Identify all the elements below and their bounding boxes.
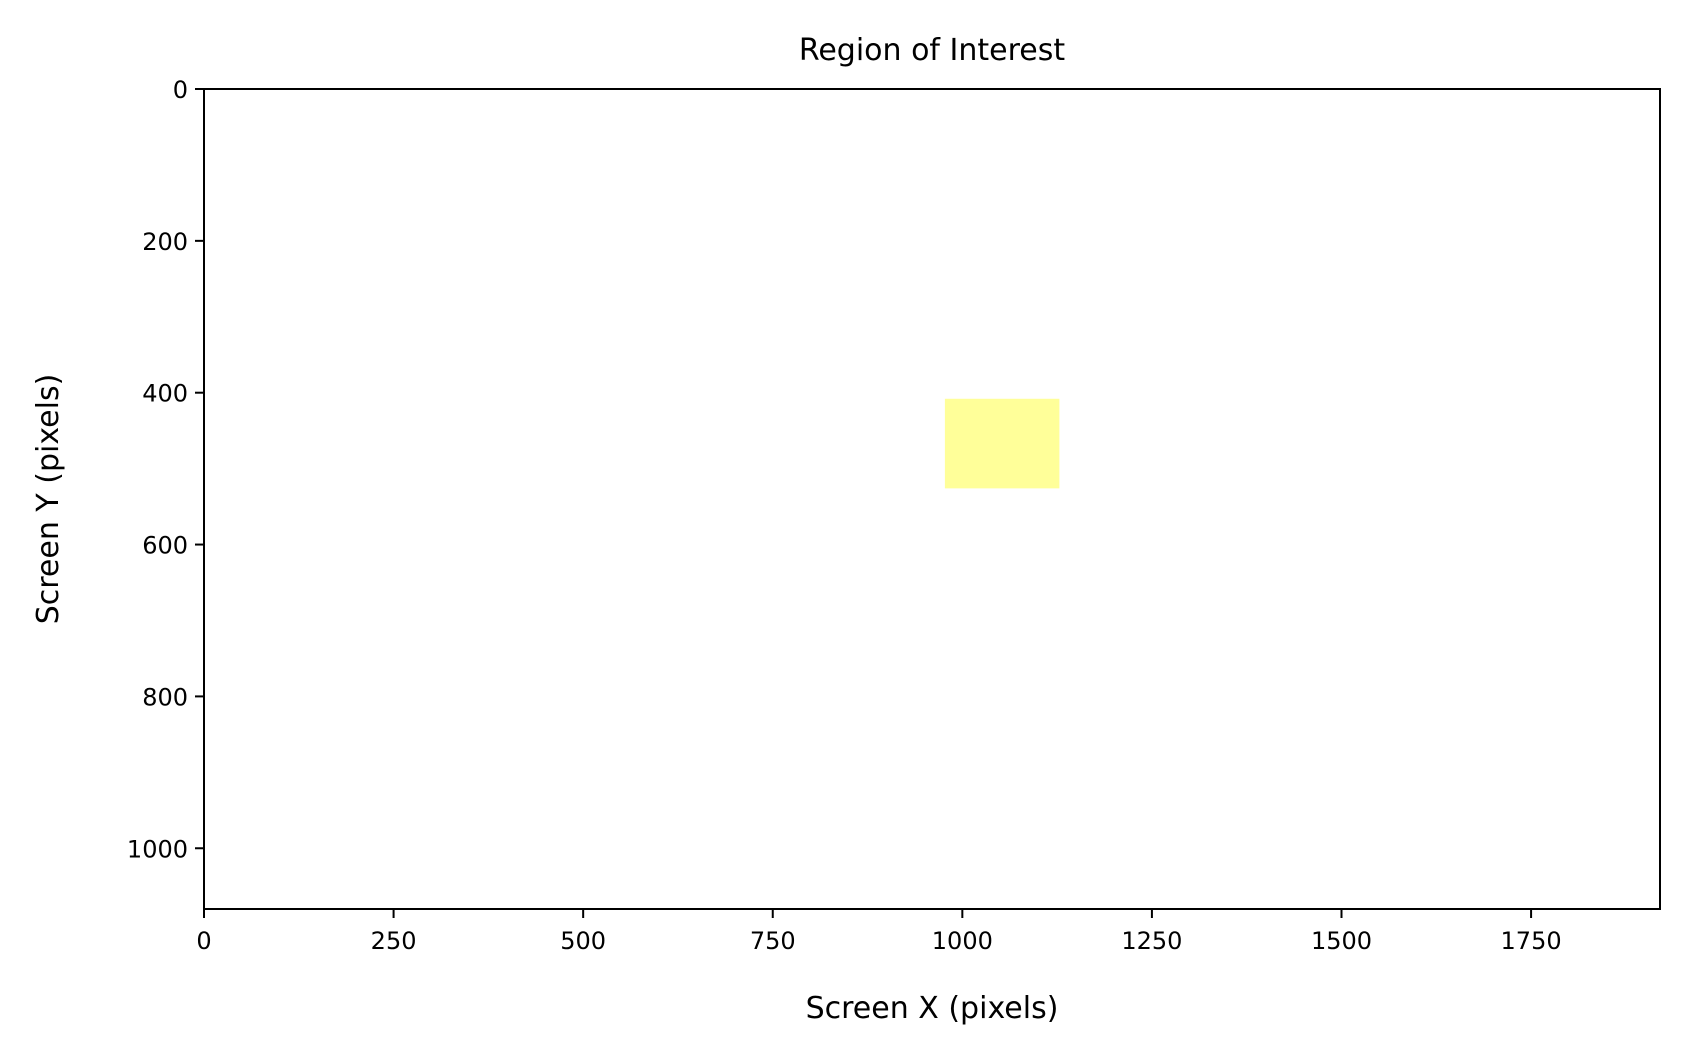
chart-title: Region of Interest bbox=[799, 33, 1066, 68]
x-tick-label: 0 bbox=[196, 927, 211, 955]
regions-layer bbox=[944, 398, 1060, 489]
x-axis: 0 250 500 750 1000 1250 1500 1750 bbox=[196, 909, 1562, 955]
plot-background bbox=[204, 89, 1660, 909]
y-tick-label: 200 bbox=[142, 228, 188, 256]
x-tick-label: 500 bbox=[560, 927, 606, 955]
x-tick-label: 750 bbox=[750, 927, 796, 955]
y-tick-label: 800 bbox=[142, 683, 188, 711]
y-tick-label: 1000 bbox=[127, 835, 188, 863]
y-tick-label: 0 bbox=[173, 76, 188, 104]
plot-area bbox=[203, 88, 1661, 910]
y-tick-label: 600 bbox=[142, 532, 188, 560]
y-tick-label: 400 bbox=[142, 380, 188, 408]
roi-region-0 bbox=[944, 398, 1060, 489]
x-tick-label: 250 bbox=[371, 927, 417, 955]
x-tick-label: 1500 bbox=[1311, 927, 1372, 955]
y-axis: 0 200 400 600 800 1000 bbox=[127, 76, 204, 863]
x-tick-label: 1000 bbox=[932, 927, 993, 955]
y-axis-label: Screen Y (pixels) bbox=[31, 374, 66, 625]
plot-frame bbox=[203, 88, 1661, 910]
x-tick-label: 1250 bbox=[1121, 927, 1182, 955]
x-tick-label: 1750 bbox=[1501, 927, 1562, 955]
x-axis-label: Screen X (pixels) bbox=[806, 991, 1059, 1026]
